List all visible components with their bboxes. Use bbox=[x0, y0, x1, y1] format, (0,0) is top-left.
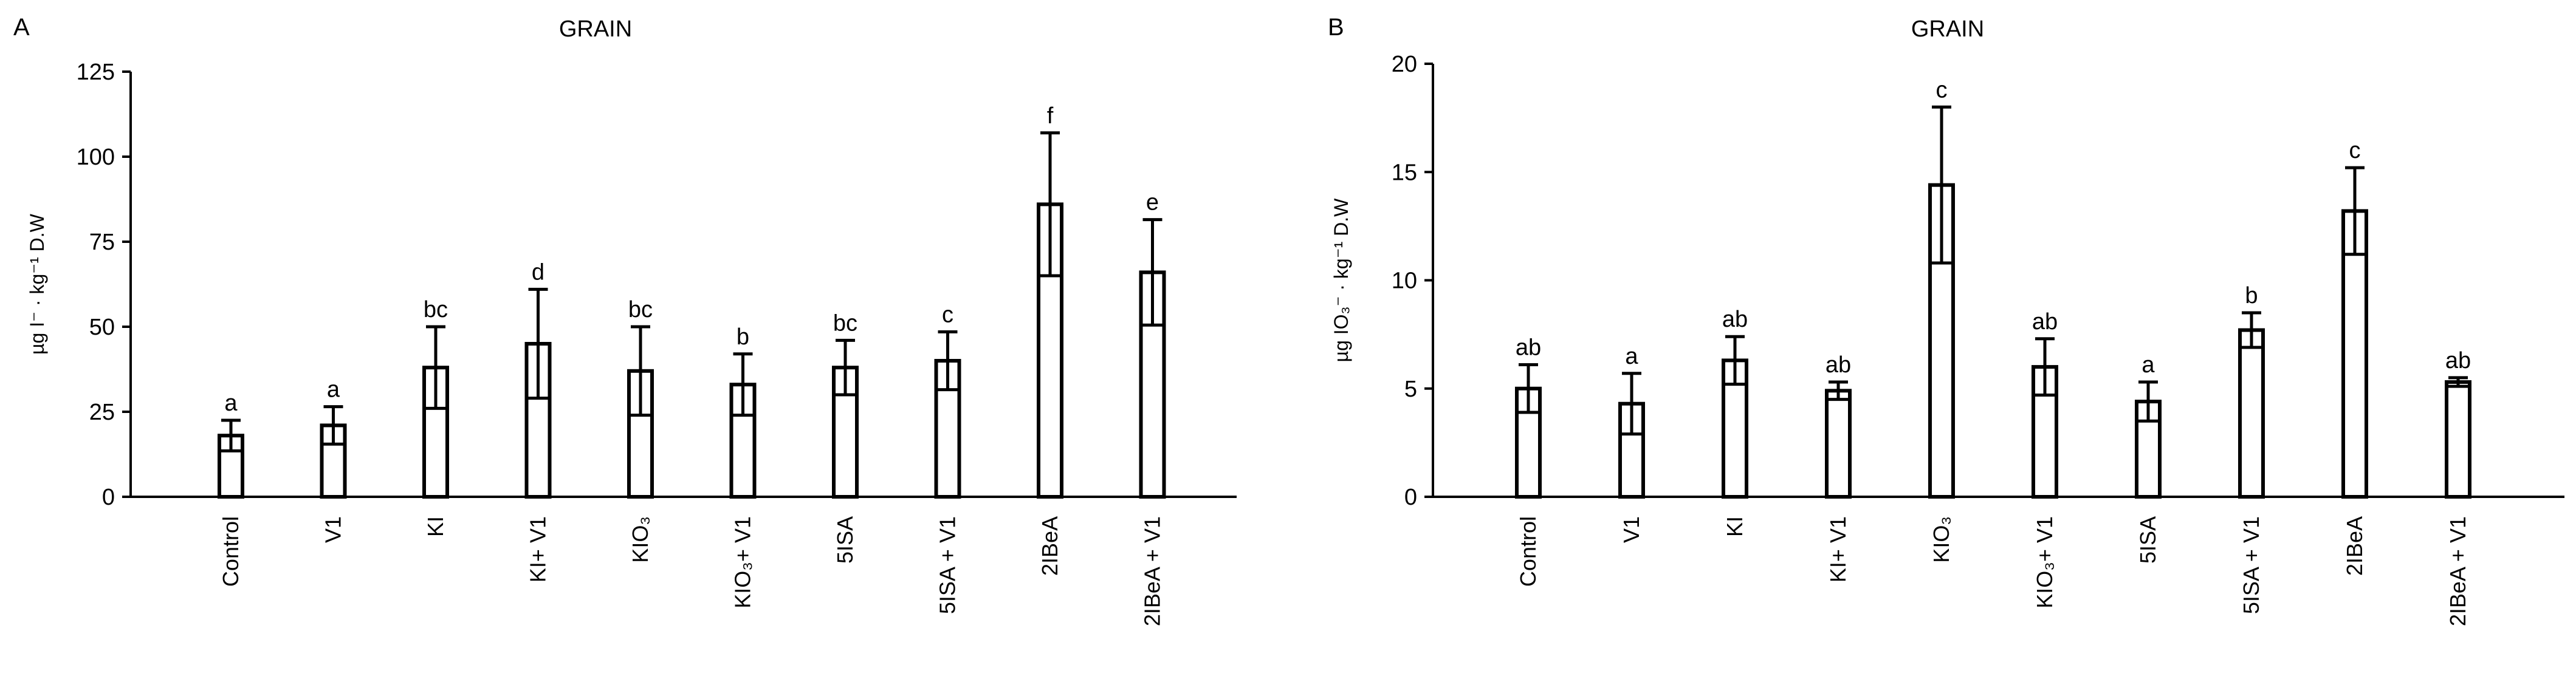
x-tick-label: 5ISA bbox=[833, 516, 857, 564]
y-tick-label: 50 bbox=[89, 315, 115, 340]
significance-label: ab bbox=[2445, 348, 2471, 374]
x-tick-label: 2IBeA bbox=[2342, 516, 2367, 576]
significance-label: a bbox=[327, 377, 340, 403]
x-tick-label: 5ISA + V1 bbox=[2239, 516, 2264, 614]
bar bbox=[832, 366, 859, 499]
y-tick-label: 5 bbox=[1404, 377, 1417, 402]
significance-label: b bbox=[737, 324, 749, 350]
x-tick-label: 5ISA bbox=[2135, 516, 2160, 564]
y-tick-label: 0 bbox=[1404, 485, 1417, 510]
bar bbox=[1037, 202, 1063, 499]
significance-label: ab bbox=[1826, 352, 1851, 378]
x-tick-label: Control bbox=[218, 516, 243, 587]
y-tick-label: 25 bbox=[89, 400, 115, 425]
significance-label: d bbox=[532, 259, 544, 285]
significance-label: a bbox=[224, 391, 238, 416]
significance-label: c bbox=[1936, 77, 1948, 103]
significance-label: bc bbox=[833, 310, 857, 336]
x-tick-label: 5ISA + V1 bbox=[935, 516, 960, 614]
chart-title: GRAIN bbox=[559, 16, 632, 42]
bar bbox=[2445, 380, 2471, 499]
x-tick-label: KI bbox=[423, 516, 448, 537]
y-tick-label: 15 bbox=[1392, 160, 1417, 185]
significance-label: b bbox=[2245, 283, 2258, 309]
x-tick-label: Control bbox=[1516, 516, 1540, 587]
x-tick-label: 2IBeA bbox=[1037, 516, 1062, 576]
x-tick-label: V1 bbox=[321, 516, 346, 543]
significance-label: ab bbox=[1516, 335, 1541, 361]
bar bbox=[2238, 328, 2265, 499]
y-axis-label: µg I⁻ · kg⁻¹ D.W bbox=[26, 213, 48, 355]
x-tick-label: KIO₃ bbox=[628, 516, 653, 563]
x-tick-label: 2IBeA + V1 bbox=[1140, 516, 1165, 626]
significance-label: a bbox=[2142, 352, 2155, 378]
y-axis-label: µg IO₃⁻ · kg⁻¹ D.W bbox=[1330, 198, 1352, 363]
x-tick-label: KIO₃+ V1 bbox=[730, 516, 755, 609]
y-tick-label: 125 bbox=[77, 60, 115, 85]
x-tick-label: KI+ V1 bbox=[1826, 516, 1850, 582]
y-tick-label: 10 bbox=[1392, 268, 1417, 294]
y-tick-label: 20 bbox=[1392, 52, 1417, 77]
significance-label: f bbox=[1047, 103, 1054, 129]
chart-title: GRAIN bbox=[1911, 16, 1984, 42]
significance-label: bc bbox=[628, 297, 653, 322]
y-tick-label: 0 bbox=[102, 485, 115, 510]
y-tick-label: 75 bbox=[89, 230, 115, 255]
significance-label: c bbox=[2349, 138, 2361, 163]
x-tick-label: KIO₃ bbox=[1929, 516, 1954, 563]
panel-label: A bbox=[13, 14, 30, 41]
x-tick-label: V1 bbox=[1619, 516, 1644, 543]
significance-label: ab bbox=[1722, 307, 1748, 332]
significance-label: bc bbox=[424, 297, 448, 322]
significance-label: ab bbox=[2032, 309, 2058, 335]
significance-label: e bbox=[1146, 190, 1159, 216]
significance-label: a bbox=[1625, 344, 1638, 369]
x-tick-label: KI bbox=[1722, 516, 1747, 537]
y-tick-label: 100 bbox=[77, 145, 115, 170]
significance-label: c bbox=[942, 302, 953, 327]
x-tick-label: KI+ V1 bbox=[526, 516, 551, 582]
x-tick-label: 2IBeA + V1 bbox=[2445, 516, 2470, 626]
panel-label: B bbox=[1328, 14, 1344, 41]
bar bbox=[1825, 389, 1852, 499]
x-tick-label: KIO₃+ V1 bbox=[2032, 516, 2057, 609]
